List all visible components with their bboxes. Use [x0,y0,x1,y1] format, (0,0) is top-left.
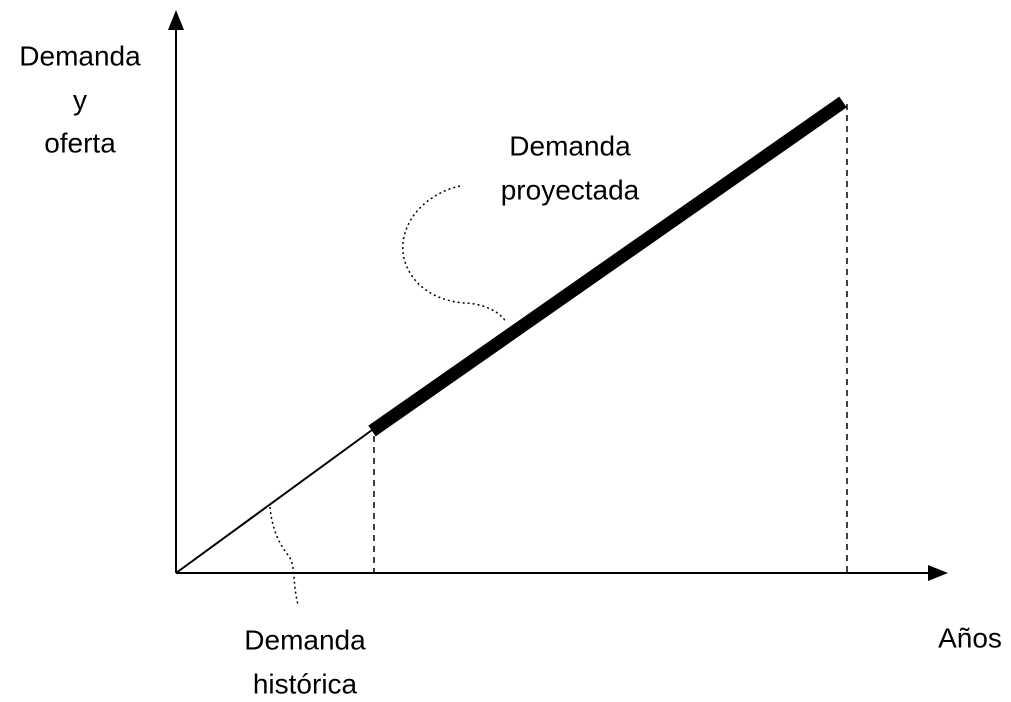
x-axis-arrow [928,565,948,581]
historical-label: Demanda [244,624,366,655]
y-axis-label: oferta [44,127,116,158]
axes [168,10,948,581]
historical-label: histórica [253,668,358,699]
y-axis-label: y [73,84,87,115]
y-axis-label: Demanda [19,40,141,71]
historical-line [175,429,373,574]
projected-label: Demanda [509,130,631,161]
projected-label: proyectada [501,174,640,205]
projected-line [368,96,847,437]
historical-pointer [269,506,299,606]
projected-pointer [402,185,507,323]
y-axis-arrow [168,10,184,30]
x-axis-label: Años [938,622,1002,653]
